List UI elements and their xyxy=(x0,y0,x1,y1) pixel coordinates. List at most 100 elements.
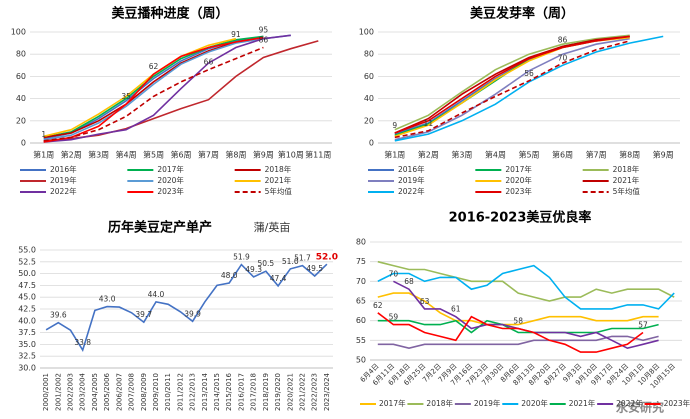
chart-subtitle: 蒲/英亩 xyxy=(254,220,291,234)
legend-label: 2019年 xyxy=(474,398,501,408)
x-tick-label: 2015/2016 xyxy=(225,372,233,411)
legend-label: 5年均值 xyxy=(613,186,641,196)
series-line xyxy=(394,35,664,142)
y-tick-label: 100 xyxy=(11,28,26,37)
x-tick-label: 2008/2009 xyxy=(140,373,148,411)
x-tick-label: 第1周 xyxy=(33,150,54,160)
x-tick-label: 2006/2007 xyxy=(115,373,123,411)
y-tick-label: 20 xyxy=(364,116,374,125)
series-line xyxy=(377,335,659,350)
legend-label: 5年均值 xyxy=(265,186,293,196)
x-tick-label: 2002/2003 xyxy=(67,373,75,411)
y-tick-label: 60 xyxy=(356,316,366,325)
y-tick-label: 55.0 xyxy=(18,246,36,255)
x-tick-label: 第6周 xyxy=(552,150,573,160)
series-line xyxy=(43,36,264,143)
y-tick-label: 50 xyxy=(356,356,366,365)
series-line xyxy=(377,312,644,353)
series-line xyxy=(394,37,630,141)
y-tick-label: 32.5 xyxy=(18,352,36,361)
data-label: 57 xyxy=(638,320,648,329)
legend-label: 2018年 xyxy=(613,164,640,174)
y-tick-label: 40.0 xyxy=(18,316,36,325)
legend-label: 2016年 xyxy=(398,164,425,174)
series-line xyxy=(377,264,675,310)
y-tick-label: 20 xyxy=(16,116,26,125)
series-line xyxy=(43,34,291,143)
y-tick-label: 0 xyxy=(21,139,26,148)
data-label: 48.0 xyxy=(221,271,238,280)
x-tick-label: 第4周 xyxy=(116,150,137,160)
x-tick-label: 第10周 xyxy=(278,150,304,160)
data-label: 58 xyxy=(513,317,523,326)
x-tick-label: 第8周 xyxy=(619,150,640,160)
data-label: 68 xyxy=(404,277,414,286)
data-label: 49.3 xyxy=(245,265,262,274)
x-tick-label: 2013/2014 xyxy=(201,372,209,411)
legend-label: 2021年 xyxy=(265,175,292,185)
x-tick-label: 第1周 xyxy=(384,150,405,160)
y-tick-label: 100 xyxy=(359,28,374,37)
series-line xyxy=(43,36,264,139)
y-tick-label: 30.0 xyxy=(18,364,36,373)
series-line xyxy=(43,37,237,138)
data-label: 56 xyxy=(524,69,534,78)
legend-label: 2017年 xyxy=(379,398,406,408)
series-line xyxy=(394,40,630,139)
data-label: 59 xyxy=(389,313,399,322)
y-tick-label: 75 xyxy=(356,257,366,266)
y-tick-label: 0 xyxy=(369,139,374,148)
y-tick-label: 52.5 xyxy=(18,257,36,266)
legend-label: 2021年 xyxy=(613,175,640,185)
data-label: 91 xyxy=(231,30,241,39)
x-tick-label: 2011/2012 xyxy=(176,373,184,411)
legend-label: 2022年 xyxy=(398,186,425,196)
x-tick-label: 第8周 xyxy=(225,150,246,160)
x-tick-label: 第7周 xyxy=(198,150,219,160)
data-label: 49.5 xyxy=(306,264,323,273)
data-label: 1 xyxy=(41,130,46,139)
y-tick-label: 45.0 xyxy=(18,293,36,302)
x-tick-label: 2001/2002 xyxy=(54,373,62,411)
y-tick-label: 60 xyxy=(16,72,26,81)
y-tick-label: 37.5 xyxy=(18,328,36,337)
legend-label: 2023年 xyxy=(664,398,690,408)
series-line xyxy=(394,35,630,134)
x-tick-label: 第6周 xyxy=(170,150,191,160)
x-tick-label: 第2周 xyxy=(61,150,82,160)
x-tick-label: 第3周 xyxy=(88,150,109,160)
y-tick-label: 70 xyxy=(356,277,366,286)
x-tick-label: 2000/2001 xyxy=(42,373,50,411)
legend-label: 2023年 xyxy=(157,186,184,196)
series-line xyxy=(377,319,659,334)
data-label: 63 xyxy=(420,297,430,306)
x-tick-label: 第9周 xyxy=(253,150,274,160)
series-line xyxy=(43,35,264,139)
data-label: 11 xyxy=(424,119,434,128)
x-tick-label: 第9周 xyxy=(653,150,674,160)
x-tick-label: 2017/2018 xyxy=(250,373,258,411)
x-tick-label: 2016/2017 xyxy=(237,373,245,411)
chart-title: 2016-2023美豆优良率 xyxy=(449,210,592,226)
x-tick-label: 2021/2022 xyxy=(298,373,306,411)
data-label: 9 xyxy=(392,121,397,130)
data-label: 61 xyxy=(451,305,461,314)
data-label: 62 xyxy=(373,301,383,310)
x-tick-label: 2020/2021 xyxy=(286,373,294,411)
legend-label: 2018年 xyxy=(265,164,292,174)
chart-title: 历年美豆定产单产 xyxy=(108,220,212,236)
y-tick-label: 40 xyxy=(16,94,26,103)
data-label: 43.0 xyxy=(99,295,116,304)
data-label: 47.4 xyxy=(270,274,287,283)
legend-label: 2018年 xyxy=(426,398,453,408)
x-tick-label: 2009/2010 xyxy=(152,373,160,411)
data-label: 86 xyxy=(558,36,568,45)
data-label: 70 xyxy=(389,269,399,278)
legend-label: 2019年 xyxy=(398,175,425,185)
series-line xyxy=(377,292,659,326)
data-label: 39.7 xyxy=(135,310,152,319)
legend-label: 2019年 xyxy=(50,175,77,185)
x-tick-label: 第7周 xyxy=(586,150,607,160)
x-tick-label: 第2周 xyxy=(418,150,439,160)
